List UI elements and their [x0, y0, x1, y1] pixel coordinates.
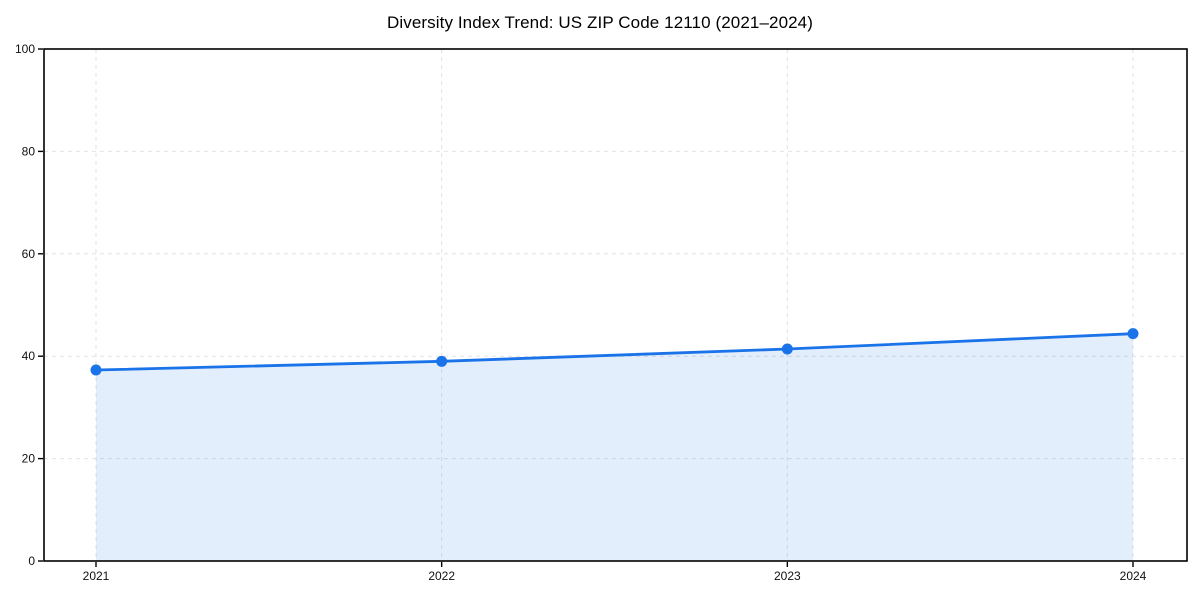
chart-title: Diversity Index Trend: US ZIP Code 12110…	[386, 13, 814, 32]
data-point-marker	[1127, 328, 1139, 340]
y-tick-label: 80	[22, 144, 36, 158]
data-point-marker	[436, 355, 448, 367]
x-tick-label: 2024	[1120, 569, 1147, 583]
trend-line	[94, 332, 1135, 372]
y-tick-label: 20	[22, 452, 36, 466]
y-tick-label: 100	[15, 42, 35, 56]
y-tick-label: 60	[22, 247, 36, 261]
x-tick-label: 2023	[774, 569, 801, 583]
data-point-marker	[781, 343, 793, 355]
area-fill	[96, 333, 1133, 561]
data-point-marker	[90, 364, 102, 376]
x-tick-label: 2021	[83, 569, 110, 583]
x-tick-label: 2022	[428, 569, 455, 583]
y-tick-label: 40	[22, 349, 36, 363]
plot-frame	[43, 48, 1188, 562]
y-tick-label: 0	[28, 554, 35, 568]
